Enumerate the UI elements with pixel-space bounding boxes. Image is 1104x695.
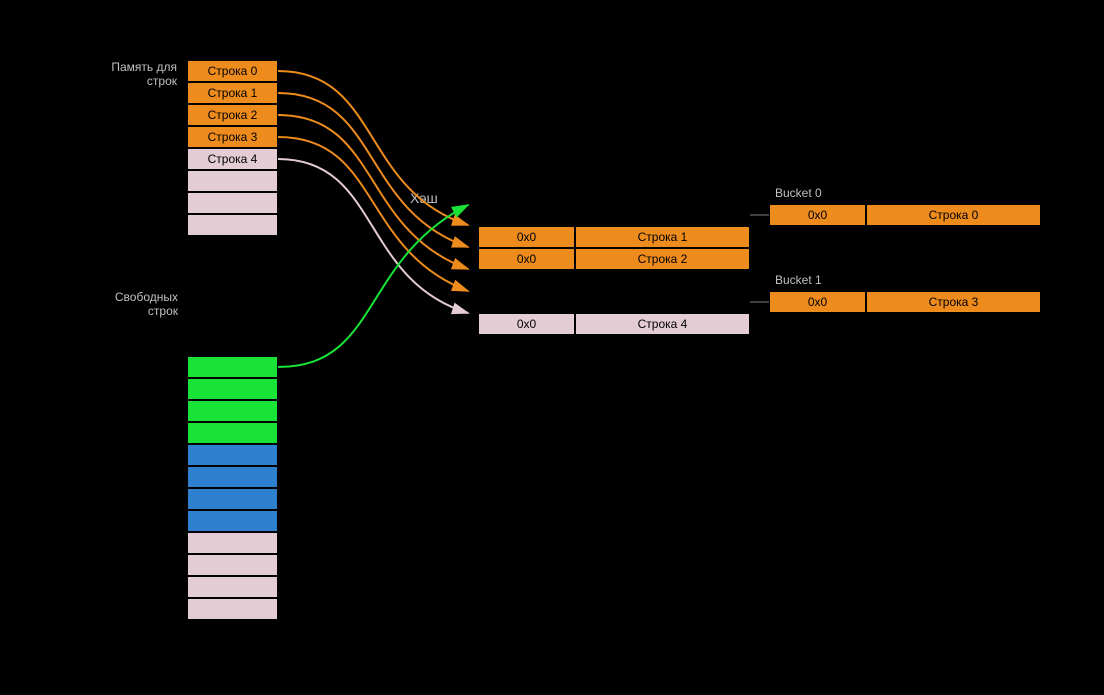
bucket-cell: Строка 3 (866, 291, 1041, 313)
memory-free-row (187, 598, 278, 620)
bucket-cell: Строка 1 (575, 226, 750, 248)
memory-row (187, 170, 278, 192)
memory-free-row (187, 466, 278, 488)
memory-row (187, 214, 278, 236)
bucket-cell: 0x0 (769, 204, 866, 226)
memory-free-row (187, 422, 278, 444)
memory-row: Строка 2 (187, 104, 278, 126)
label-free: Свободных строк (104, 290, 178, 318)
memory-row: Строка 3 (187, 126, 278, 148)
memory-free-row (187, 510, 278, 532)
bucket-cell: 0x0 (478, 313, 575, 335)
label-bucket-0: Bucket 0 (775, 186, 822, 200)
memory-row (187, 192, 278, 214)
memory-free-row (187, 576, 278, 598)
label-memory: Память для строк (95, 60, 177, 88)
memory-free-row (187, 532, 278, 554)
bucket-cell: Строка 4 (575, 313, 750, 335)
memory-free-row (187, 356, 278, 378)
memory-row: Строка 4 (187, 148, 278, 170)
label-bucket-1: Bucket 1 (775, 273, 822, 287)
memory-free-row (187, 488, 278, 510)
memory-row: Строка 1 (187, 82, 278, 104)
memory-free-row (187, 444, 278, 466)
arrow-layer (0, 0, 1104, 695)
memory-free-row (187, 378, 278, 400)
label-hash: Хэш (410, 190, 438, 206)
bucket-cell: Строка 0 (866, 204, 1041, 226)
bucket-cell: Строка 2 (575, 248, 750, 270)
memory-free-row (187, 554, 278, 576)
bucket-cell: 0x0 (478, 248, 575, 270)
memory-free-row (187, 400, 278, 422)
bucket-cell: 0x0 (769, 291, 866, 313)
bucket-cell: 0x0 (478, 226, 575, 248)
memory-row: Строка 0 (187, 60, 278, 82)
